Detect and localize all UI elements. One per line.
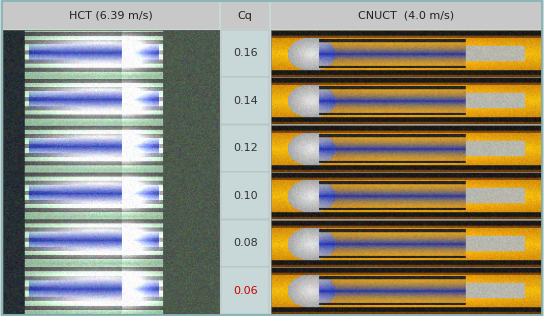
Text: 0.16: 0.16 bbox=[233, 48, 257, 58]
Text: 0.10: 0.10 bbox=[233, 191, 257, 201]
Text: 0.06: 0.06 bbox=[233, 286, 257, 296]
Text: 0.08: 0.08 bbox=[233, 239, 258, 248]
Text: 0.12: 0.12 bbox=[233, 143, 258, 154]
Text: CNUCT  (4.0 m/s): CNUCT (4.0 m/s) bbox=[358, 10, 454, 21]
Text: HCT (6.39 m/s): HCT (6.39 m/s) bbox=[69, 10, 153, 21]
Text: 0.14: 0.14 bbox=[233, 96, 258, 106]
Text: Cq: Cq bbox=[238, 10, 252, 21]
